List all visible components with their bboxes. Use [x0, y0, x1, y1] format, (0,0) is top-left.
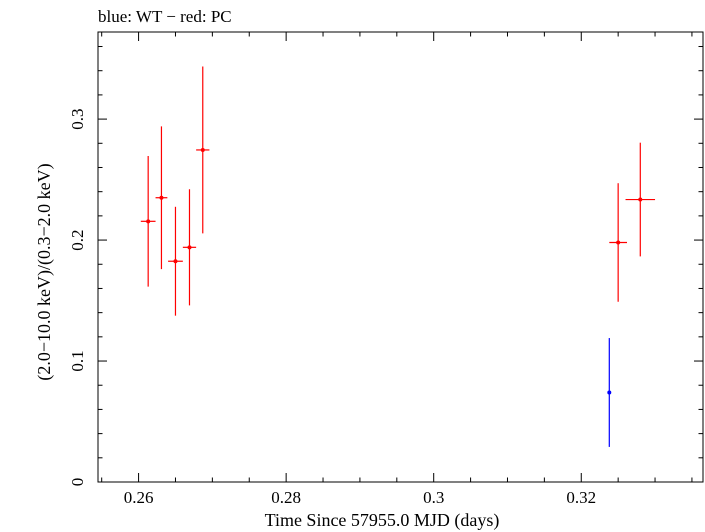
- data-point-pc: [159, 195, 164, 200]
- x-axis-ticks: 0.26 0.28 0.3 0.32: [101, 32, 693, 507]
- y-tick-label: 0: [68, 478, 87, 487]
- x-tick-label: 0.3: [423, 488, 444, 507]
- x-tick-label: 0.26: [124, 488, 154, 507]
- data-point-pc: [146, 219, 151, 224]
- x-tick-label: 0.28: [271, 488, 301, 507]
- y-axis-ticks: 0 0.1 0.2 0.3: [68, 46, 703, 487]
- data-point-pc: [616, 240, 621, 245]
- data-point-wt: [607, 390, 612, 395]
- x-tick-label: 0.32: [566, 488, 596, 507]
- chart-title: blue: WT − red: PC: [98, 7, 232, 26]
- x-axis-title: Time Since 57955.0 MJD (days): [265, 510, 500, 531]
- y-tick-label: 0.1: [68, 350, 87, 371]
- data-point-pc: [173, 259, 178, 264]
- y-tick-label: 0.3: [68, 108, 87, 129]
- y-tick-label: 0.2: [68, 229, 87, 250]
- data-point-pc: [638, 197, 643, 202]
- data-point-pc: [200, 147, 205, 152]
- data-point-pc: [187, 245, 192, 250]
- y-axis-title: (2.0−10.0 keV)/(0.3−2.0 keV): [34, 163, 55, 380]
- plot-frame: [97, 31, 704, 483]
- data-marks: [140, 66, 656, 447]
